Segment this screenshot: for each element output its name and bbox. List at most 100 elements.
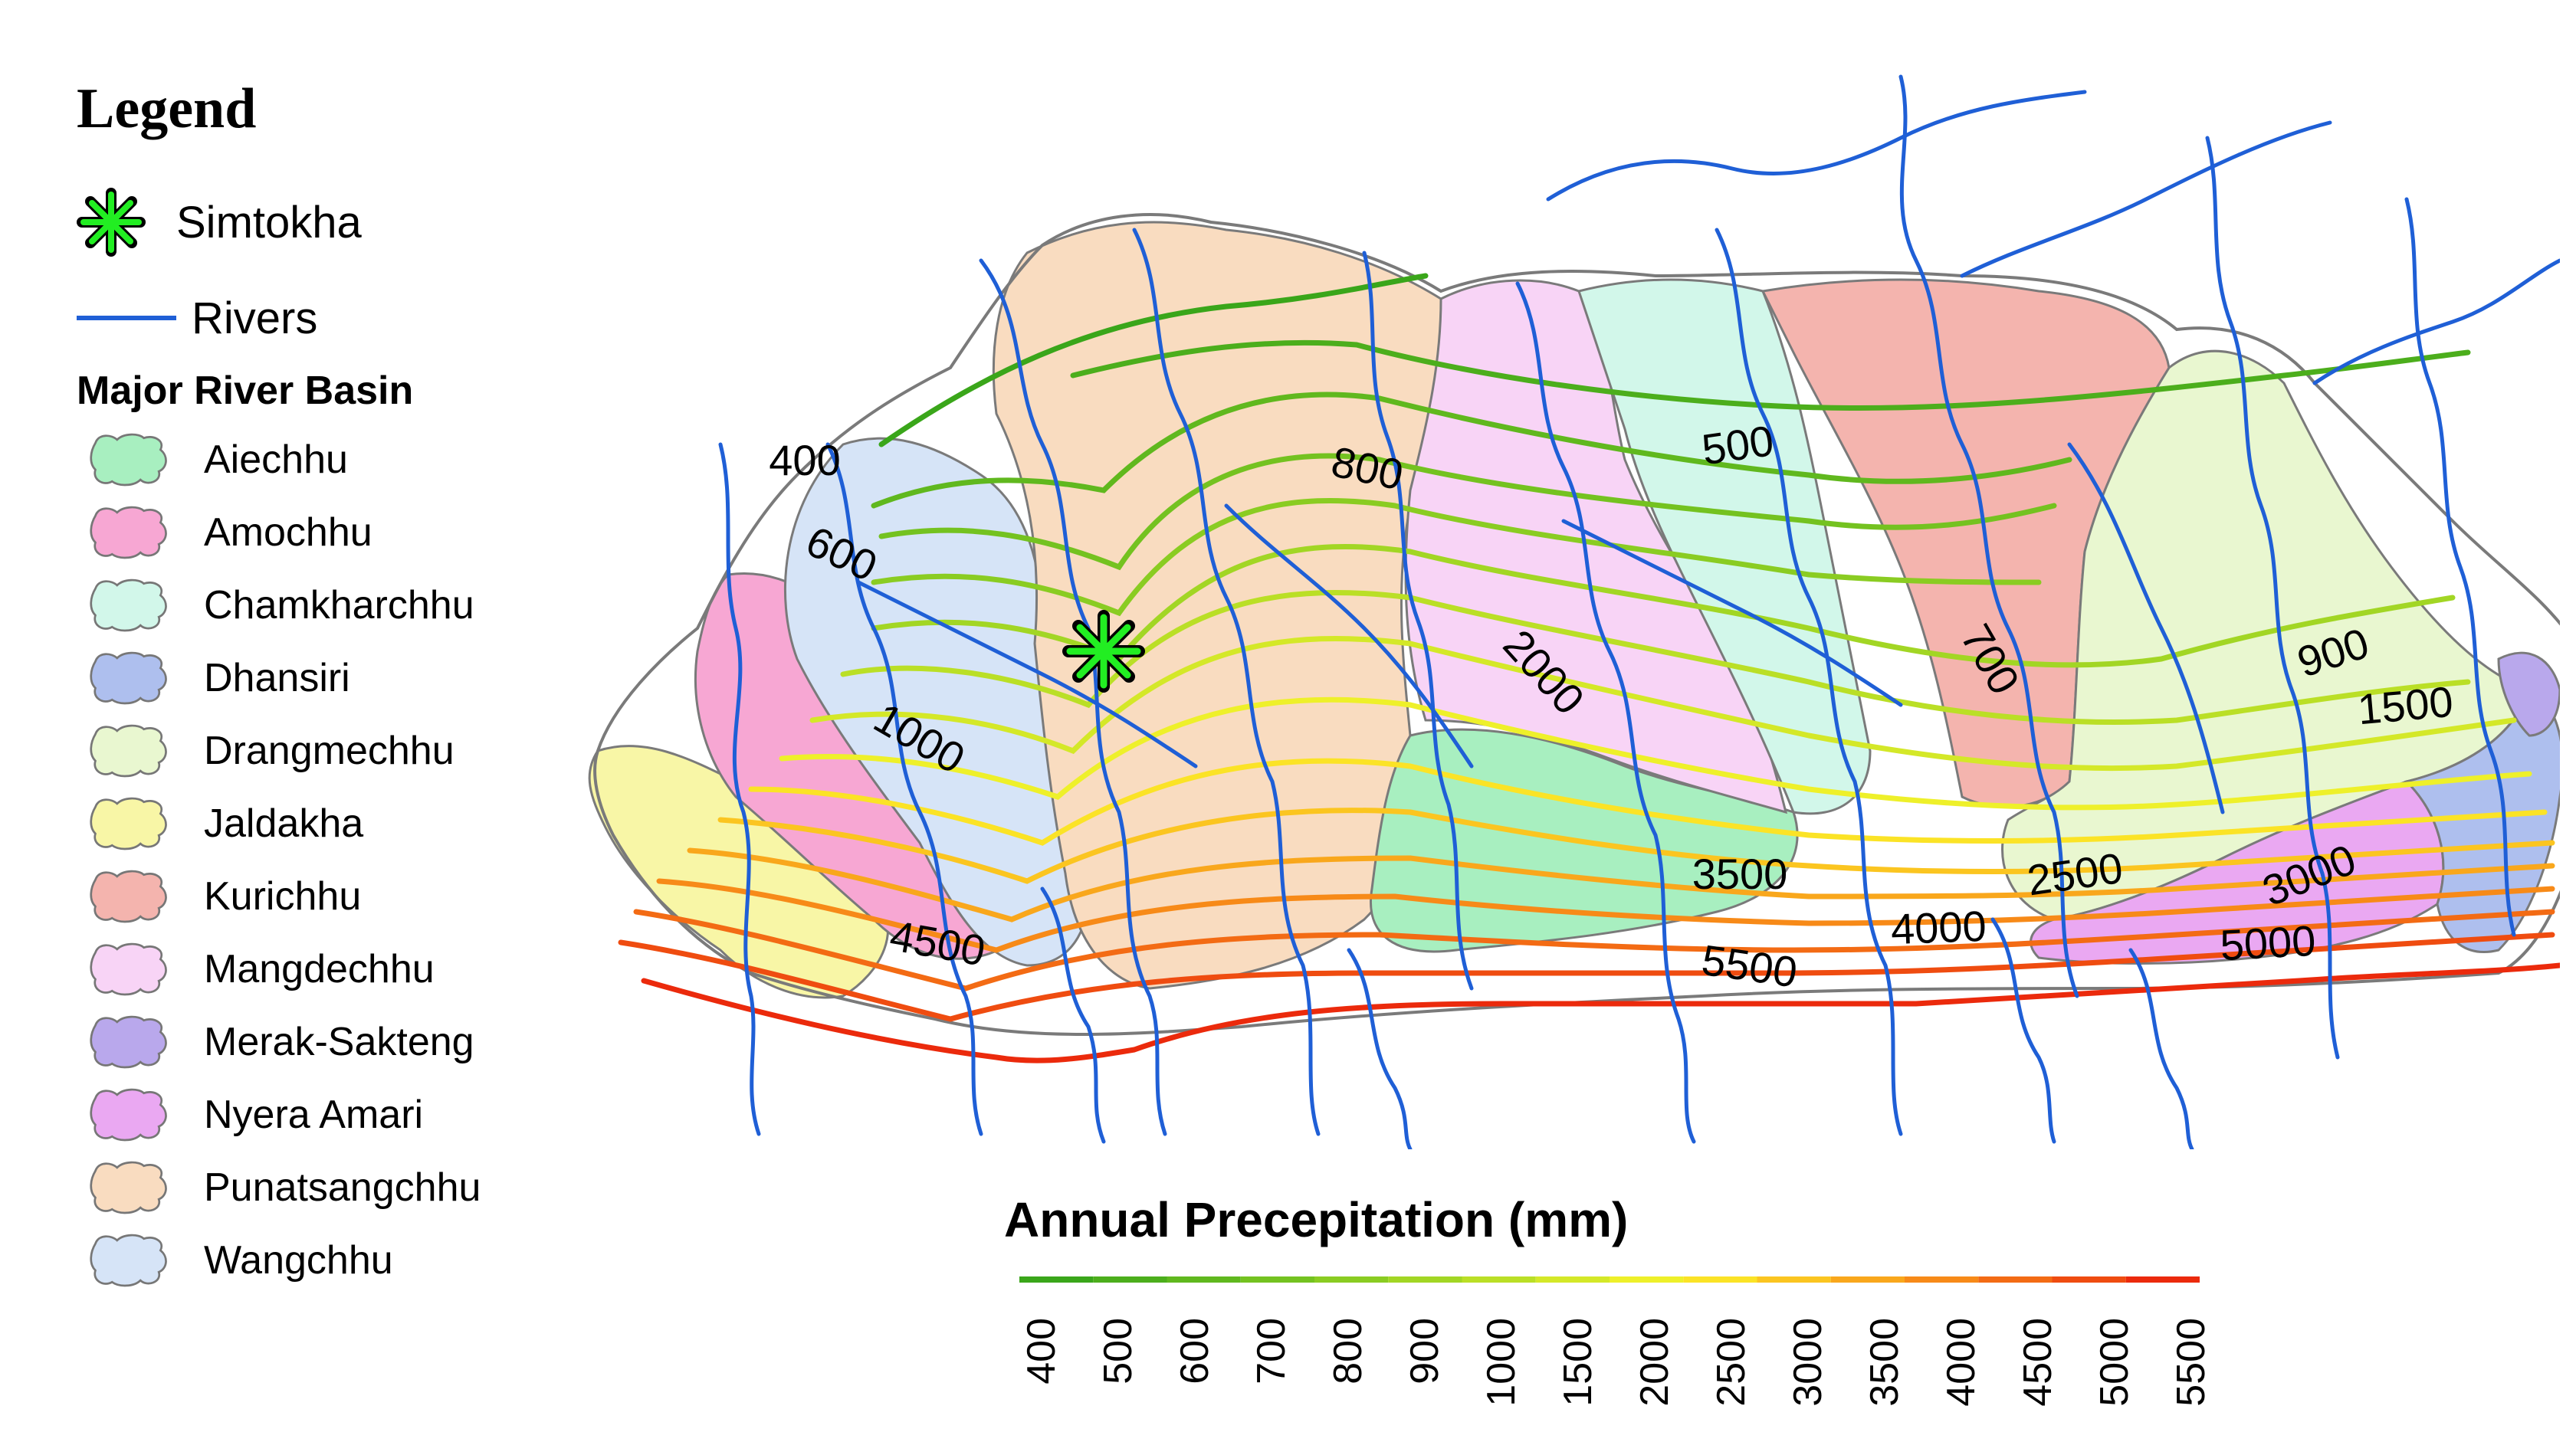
- scale-tick-label: 1000: [1479, 1318, 1524, 1407]
- basin-swatch-icon: [90, 578, 167, 632]
- legend-basin-nyera-amari: Nyera Amari: [86, 1084, 423, 1145]
- legend-item-station: Simtokha: [77, 188, 362, 257]
- river-segment: [1960, 120, 2332, 278]
- basin-swatch-icon: [90, 433, 167, 487]
- legend-basin-drangmechhu: Drangmechhu: [86, 720, 454, 782]
- river-segment: [825, 442, 983, 1136]
- contour-label-400: 400: [769, 436, 840, 484]
- river-segment: [979, 258, 1167, 1136]
- legend-basin-dhansiri: Dhansiri: [86, 647, 350, 709]
- isohyet-1500: [809, 635, 2517, 772]
- isohyet-5500: [641, 962, 2560, 1063]
- isohyet-5000: [618, 932, 2555, 1022]
- legend-basin-label: Mangdechhu: [204, 947, 435, 991]
- legend-basin-label: Drangmechhu: [204, 729, 454, 773]
- legend-basin-label: Dhansiri: [204, 656, 350, 700]
- isohyet-600: [871, 392, 2072, 509]
- river-segment: [1224, 503, 1474, 768]
- simtokha-station-marker: [1062, 610, 1145, 693]
- basin-swatch-icon: [90, 1234, 167, 1287]
- river-segment: [1515, 281, 1696, 1144]
- scale-tick-label: 1500: [1556, 1318, 1600, 1407]
- basin-swatch-icon: [90, 724, 167, 778]
- river-segment: [2205, 136, 2340, 1060]
- isohyet-800: [871, 497, 2042, 617]
- basin-swatch-icon: [90, 1161, 167, 1214]
- legend-basin-label: Wangchhu: [204, 1238, 393, 1283]
- isohyet-3500: [687, 847, 2555, 922]
- legend-basin-amochhu: Amochhu: [86, 502, 372, 563]
- river-segment: [856, 580, 1198, 768]
- basin-punatsangchhu: [992, 221, 1447, 990]
- legend-basin-label: Chamkharchhu: [204, 583, 474, 628]
- river-segment: [1715, 228, 1903, 1136]
- river-segment: [1347, 948, 1413, 1149]
- river-network: [718, 74, 2560, 1149]
- scale-tick-label: 3500: [1862, 1318, 1907, 1407]
- river-segment: [1546, 90, 2087, 202]
- country-outline: [593, 213, 2560, 1036]
- legend-basin-merak-sakteng: Merak-Sakteng: [86, 1011, 474, 1073]
- isohyet-4500: [633, 909, 2555, 991]
- scale-tick-label: 5500: [2169, 1318, 2207, 1407]
- legend-basin-label: Jaldakha: [204, 801, 364, 846]
- scale-tick-label: 5000: [2092, 1318, 2137, 1407]
- legend-basin-mangdechhu: Mangdechhu: [86, 939, 435, 1000]
- river-segment: [1898, 74, 2079, 998]
- scale-tick-label: 2500: [1709, 1318, 1754, 1407]
- scale-tick-label: 4000: [1939, 1318, 1984, 1407]
- legend-basin-kurichhu: Kurichhu: [86, 866, 361, 927]
- basin-swatch-icon: [90, 870, 167, 923]
- isohyet-4000: [656, 878, 2555, 953]
- legend-rivers-label: Rivers: [192, 293, 318, 343]
- scale-tick-label: 600: [1173, 1318, 1217, 1385]
- scale-tick-label: 2000: [1633, 1318, 1677, 1407]
- contour-label-5500: 5500: [1699, 936, 1800, 997]
- scale-tick-label: 4500: [2016, 1318, 2060, 1407]
- river-segment: [1362, 251, 1474, 991]
- scale-tick-label: 800: [1326, 1318, 1370, 1385]
- isohyet-400: [878, 273, 1429, 447]
- scale-tick-label: 900: [1403, 1318, 1447, 1385]
- basin-swatch-icon: [90, 1088, 167, 1142]
- scale-tick-label: 500: [1096, 1318, 1140, 1385]
- basin-merak-sakteng: [2497, 651, 2560, 737]
- legend-basin-label: Amochhu: [204, 510, 372, 555]
- contour-label-500: 500: [1699, 416, 1777, 474]
- national-boundary: [593, 213, 2560, 1036]
- legend-basin-punatsangchhu: Punatsangchhu: [86, 1157, 481, 1218]
- legend-station-label: Simtokha: [176, 197, 362, 247]
- basin-swatch-icon: [90, 506, 167, 559]
- asterisk-station-icon: [77, 188, 146, 257]
- isohyet-500: [1070, 339, 2471, 411]
- scale-tick-label: 3000: [1786, 1318, 1830, 1407]
- legend-basin-label: Aiechhu: [204, 437, 348, 482]
- basin-swatch-icon: [90, 1015, 167, 1069]
- legend-item-rivers: Rivers: [77, 287, 317, 349]
- contour-label-5000: 5000: [2219, 916, 2317, 969]
- isohyet-2000: [779, 696, 2532, 811]
- legend-basin-jaldakha: Jaldakha: [86, 793, 363, 854]
- scale-tick-label: 700: [1249, 1318, 1294, 1385]
- river-segment: [1132, 228, 1321, 1136]
- contour-label-4000: 4000: [1890, 902, 1987, 953]
- legend-basin-aiechhu: Aiechhu: [86, 429, 348, 490]
- legend-basin-label: Nyera Amari: [204, 1093, 424, 1137]
- contour-label-1500: 1500: [2356, 677, 2456, 734]
- river-segment: [718, 442, 761, 1136]
- legend-basin-label: Kurichhu: [204, 874, 362, 919]
- river-line-icon: [77, 316, 176, 320]
- legend-basin-chamkharchhu: Chamkharchhu: [86, 575, 474, 636]
- legend-basin-label: Merak-Sakteng: [204, 1020, 474, 1064]
- legend-basins-title: Major River Basin: [77, 369, 414, 413]
- river-segment: [2312, 258, 2560, 385]
- river-segment: [2404, 197, 2516, 937]
- basin-swatch-icon: [90, 651, 167, 705]
- river-segment: [1561, 519, 1903, 707]
- map-legend: Legend Simtokha Rivers Major River Basin: [0, 0, 552, 1455]
- basin-swatch-icon: [90, 797, 167, 850]
- river-segment: [2067, 442, 2225, 814]
- isohyet-2500: [748, 758, 2548, 846]
- river-segment: [1990, 917, 2056, 1144]
